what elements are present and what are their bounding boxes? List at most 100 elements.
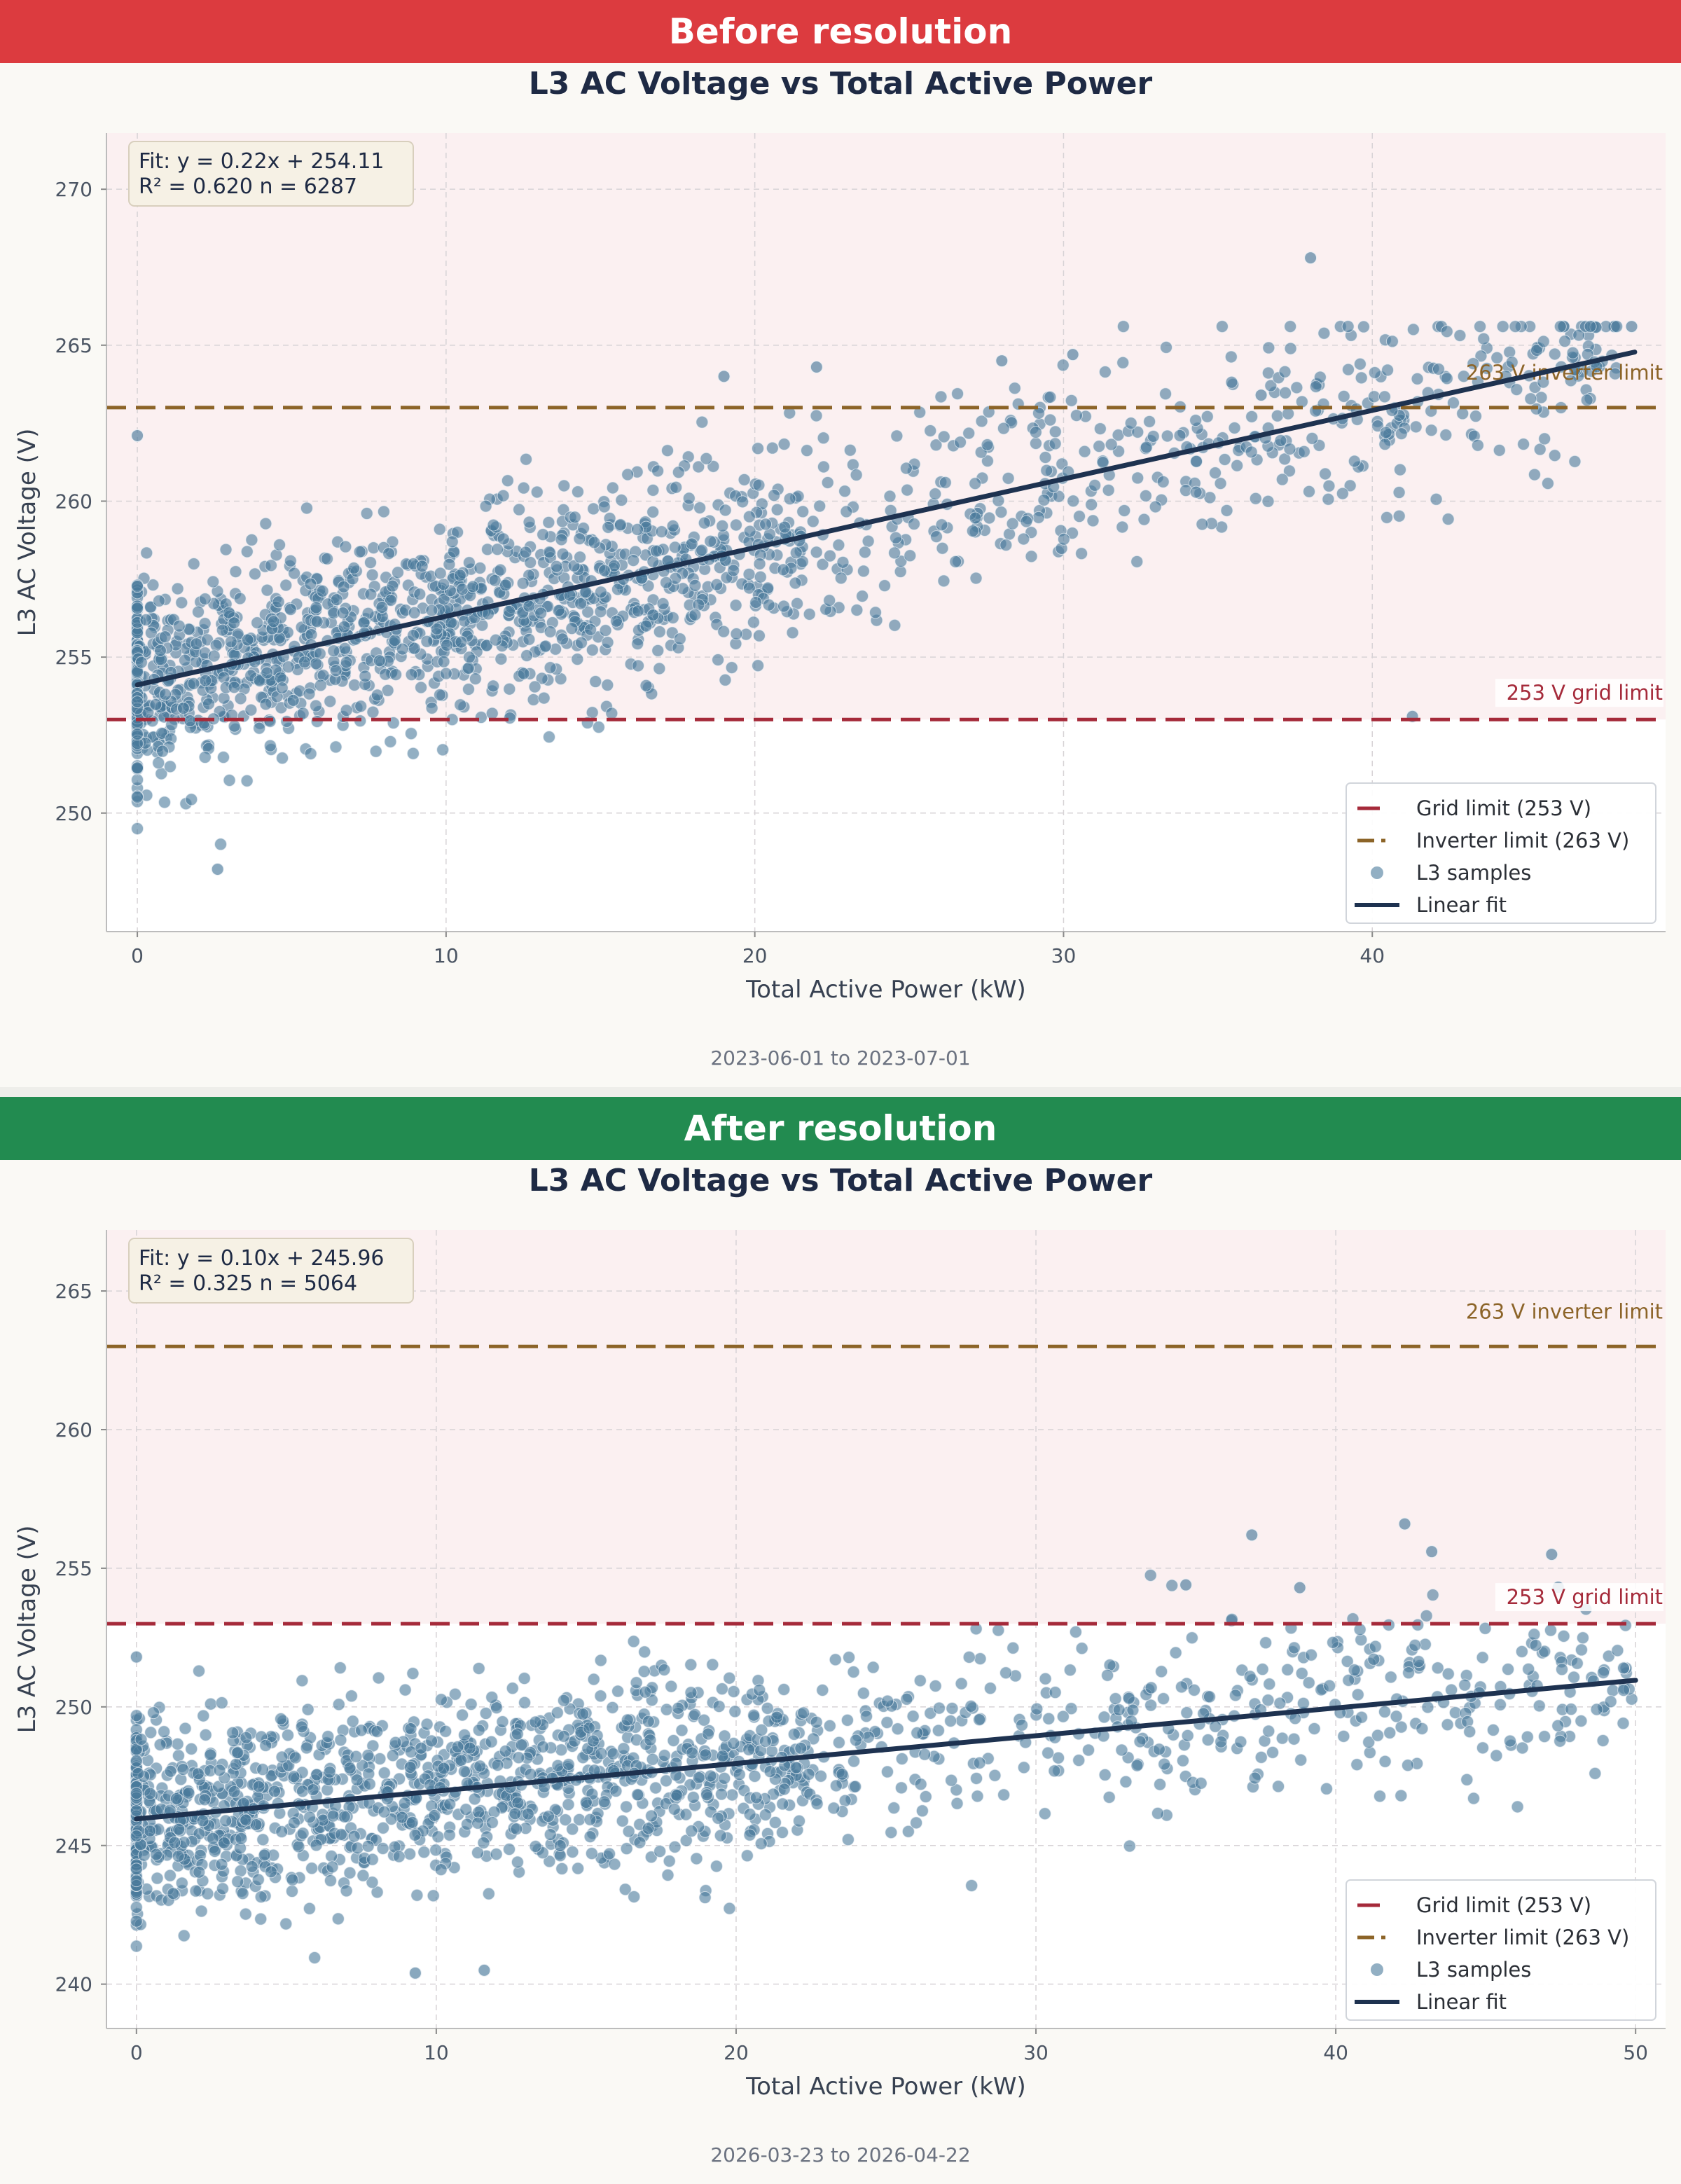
sample-point [693,501,707,514]
sample-point [742,581,756,595]
sample-point [321,552,334,565]
sample-point [167,1887,180,1900]
sample-point [1597,1666,1610,1679]
sample-point [1098,1768,1112,1781]
sample-point [234,1864,247,1877]
sample-point [1137,513,1151,526]
sample-point [1395,427,1408,441]
linear-fit-line [134,1678,1638,1822]
sample-point [151,1872,164,1885]
sample-point [719,504,732,517]
sample-point [377,505,390,518]
sample-point [714,1829,727,1842]
sample-point [1144,1568,1157,1582]
sample-point [437,1762,450,1775]
sample-point [686,1746,699,1760]
sample-point [163,1869,177,1882]
sample-point [1575,1643,1588,1657]
sample-point [1541,477,1554,490]
legend-grid-limit-label: Grid limit (253 V) [1416,796,1591,820]
sample-point [366,1876,379,1889]
sample-point [783,492,796,506]
sample-point [1152,1743,1165,1756]
sample-point [1530,344,1543,357]
sample-point [1617,1717,1630,1730]
after-chart: L3 AC Voltage vs Total Active Power 253 V… [13,1163,1666,2101]
sample-point [527,693,540,706]
sample-point [158,1725,171,1739]
sample-point [1176,1754,1189,1767]
sample-point [937,430,950,443]
sample-point [1214,477,1227,490]
sample-point [698,516,711,530]
before-chart: L3 AC Voltage vs Total Active Power 253 V… [13,66,1666,1004]
sample-point [410,1888,424,1902]
sample-point [562,1798,575,1811]
sample-point-outlier [717,370,731,383]
sample-point [279,579,293,592]
legend: Grid limit (253 V) Inverter limit (263 V)… [1346,782,1656,924]
sample-point [586,1734,600,1748]
sample-point [1580,394,1593,407]
sample-point [140,546,153,560]
sample-point [651,464,665,478]
sample-point [727,1685,740,1698]
sample-point [597,500,611,513]
sample-point [130,1709,143,1722]
sample-point [888,546,901,560]
sample-point [1249,492,1262,505]
sample-point [719,673,732,686]
sample-point [775,1826,789,1839]
sample-point [557,1694,570,1707]
sample-point [759,1808,772,1821]
sample-point [712,1811,725,1825]
sample-point [462,682,475,696]
sample-point [1355,371,1368,385]
sample-point [1409,420,1423,434]
sample-point [716,519,729,532]
sample-point [254,1912,268,1926]
sample-point [1020,515,1033,528]
sample-point [556,633,569,646]
sample-point-outlier [478,1963,491,1977]
sample-point [524,555,537,569]
sample-point [510,1823,523,1836]
sample-point [603,1847,616,1860]
sample-point [752,659,765,672]
sample-point [797,1706,810,1720]
sample-point [586,643,599,656]
sample-point [340,704,353,717]
sample-point [351,1841,364,1855]
sample-point [1279,386,1292,399]
sample-point [343,1866,357,1879]
sample-point [430,622,443,635]
sample-point [668,541,682,554]
sample-point [571,653,584,666]
sample-point [1140,441,1153,454]
sample-point [1185,1631,1198,1645]
sample-point [752,442,765,455]
sample-point [766,441,779,455]
sample-point [253,721,266,735]
sample-point [1557,1629,1570,1643]
sample-point [1456,407,1469,420]
sample-point [646,505,660,518]
sample-point [1261,495,1275,508]
sample-point [206,1832,219,1845]
sample-point [425,1734,438,1748]
sample-point [443,1828,456,1841]
sample-point [384,594,397,607]
sample-point [224,635,237,649]
sample-point [458,1728,471,1741]
sample-point [440,639,453,652]
sample-point [997,422,1010,435]
sample-point [501,474,514,488]
sample-point-outlier [1066,348,1079,361]
sample-point [168,1836,181,1849]
sample-point [172,1823,186,1836]
sample-point [172,619,186,633]
sample-point [749,1791,763,1804]
sample-point [608,1858,621,1871]
sample-point [137,1848,151,1862]
sample-point [366,705,380,719]
